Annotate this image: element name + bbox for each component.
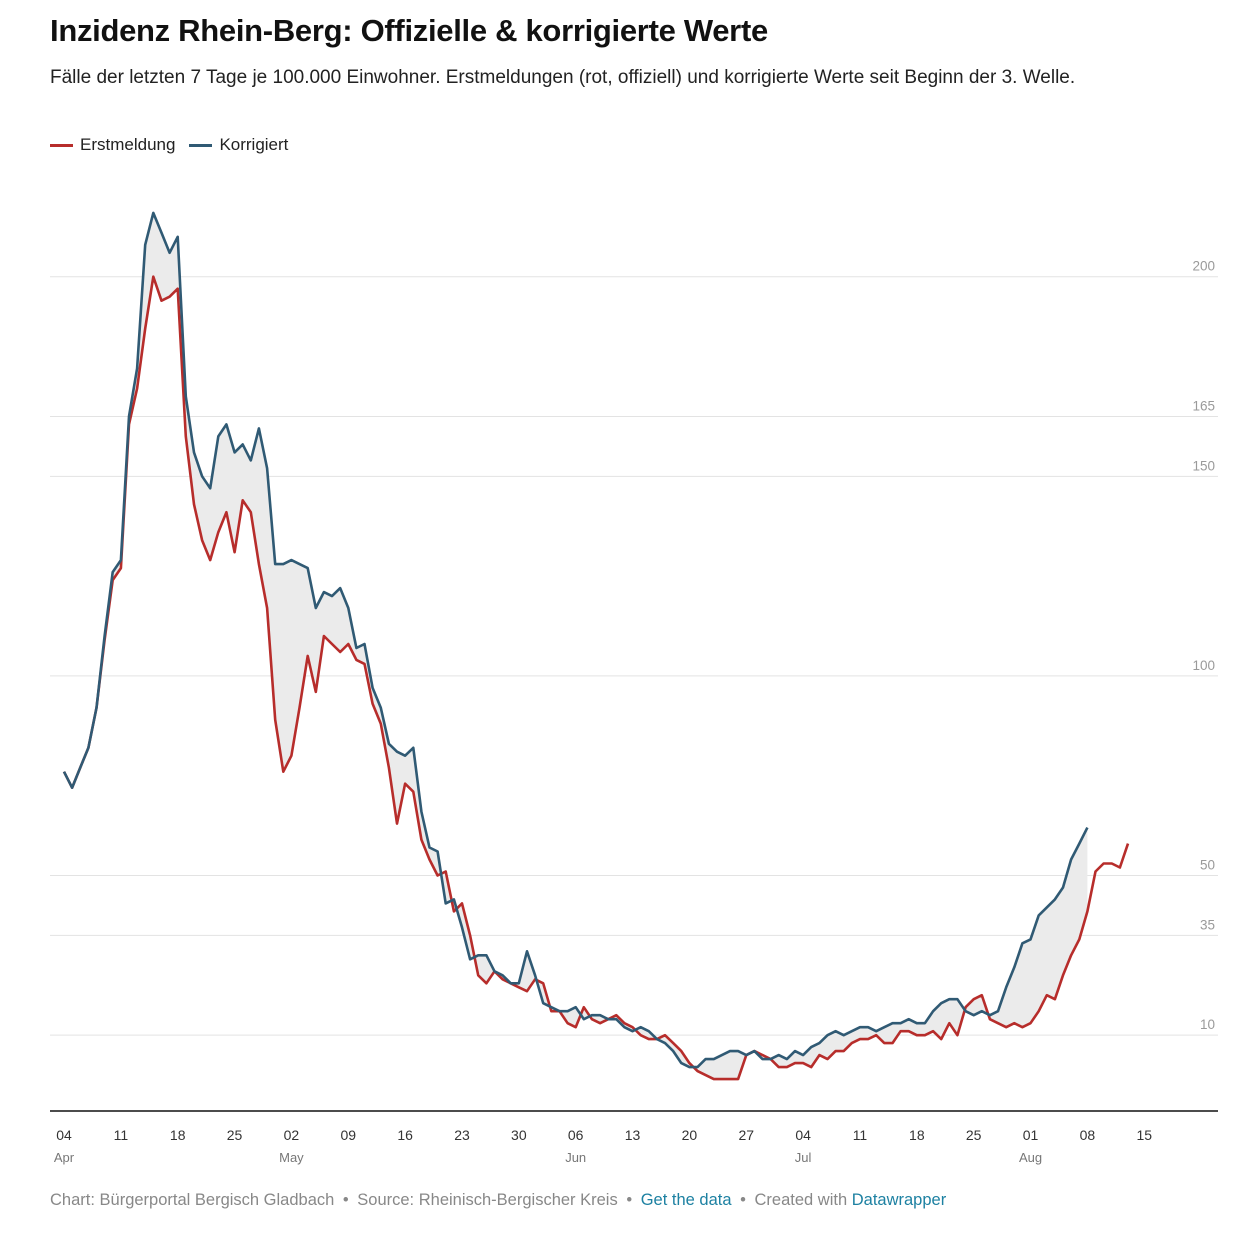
gap-area [64,212,1088,1080]
x-tick-label: 08 [1080,1127,1096,1143]
y-tick-label: 35 [1200,917,1215,932]
footer-chart-credit: Chart: Bürgerportal Bergisch Gladbach [50,1191,335,1209]
footer-created-with: Created with [754,1191,848,1209]
x-month-label: May [279,1150,304,1165]
series-line-korrigiert [62,211,1089,1069]
x-axis: 04 Apr 11 18 25 02 May 09 16 23 30 06 Jun 13 20 27 04 Jul… [50,1110,1218,1165]
y-tick-label: 165 [1192,398,1215,413]
chart-subtitle: Fälle der letzten 7 Tage je 100.000 Einw… [50,67,1076,88]
x-tick-label: 20 [682,1127,698,1143]
footer-separator: • [342,1191,349,1209]
x-month-label: Apr [54,1150,75,1165]
y-tick-label: 50 [1200,857,1215,872]
chart-legend: Erstmeldung Korrigiert [50,135,288,155]
footer-separator: • [740,1191,746,1209]
legend-item-korrigiert: Korrigiert [189,135,288,155]
legend-swatch-korrigiert [189,143,213,147]
x-tick-label: 30 [511,1127,527,1143]
x-tick-label: 18 [909,1127,925,1143]
x-tick-label: 11 [114,1127,129,1143]
x-tick-label: 13 [625,1127,641,1143]
y-tick-label: 200 [1192,259,1215,274]
legend-item-erstmeldung: Erstmeldung [50,135,175,155]
get-the-data-link[interactable]: Get the data [640,1191,732,1209]
y-tick-label: 10 [1200,1017,1215,1032]
footer-source: Source: Rheinisch-Bergischer Kreis [357,1191,618,1209]
legend-swatch-erstmeldung [50,143,73,147]
x-tick-label: 11 [853,1127,868,1143]
datawrapper-link[interactable]: Datawrapper [851,1191,947,1209]
legend-label-korrigiert: Korrigiert [219,135,289,154]
x-month-label: Jul [795,1150,812,1165]
chart-footer: Chart: Bürgerportal Bergisch Gladbach • … [50,1191,946,1210]
y-tick-labels: 10 35 50 100 150 165 200 [1192,259,1215,1032]
x-tick-label: 06 [568,1127,584,1143]
x-tick-label: 25 [966,1127,982,1143]
x-tick-label: 25 [227,1127,243,1143]
x-tick-label: 23 [454,1127,470,1143]
chart-title: Inzidenz Rhein-Berg: Offizielle & korrig… [50,13,768,48]
x-tick-label: 18 [170,1127,186,1143]
x-tick-label: 27 [738,1127,754,1143]
x-tick-label: 15 [1136,1127,1152,1143]
x-tick-label: 01 [1023,1127,1039,1143]
footer-separator: • [626,1191,633,1209]
x-tick-label: 16 [397,1127,413,1143]
x-tick-label: 04 [795,1127,811,1143]
x-tick-label: 09 [340,1127,356,1143]
x-month-label: Aug [1019,1150,1042,1165]
x-month-label: Jun [565,1150,586,1165]
legend-label-erstmeldung: Erstmeldung [80,135,176,154]
x-tick-label: 04 [56,1127,72,1143]
y-tick-label: 100 [1192,658,1215,673]
y-tick-label: 150 [1192,458,1215,473]
x-tick-label: 02 [284,1127,300,1143]
series-line-erstmeldung [62,275,1130,1081]
